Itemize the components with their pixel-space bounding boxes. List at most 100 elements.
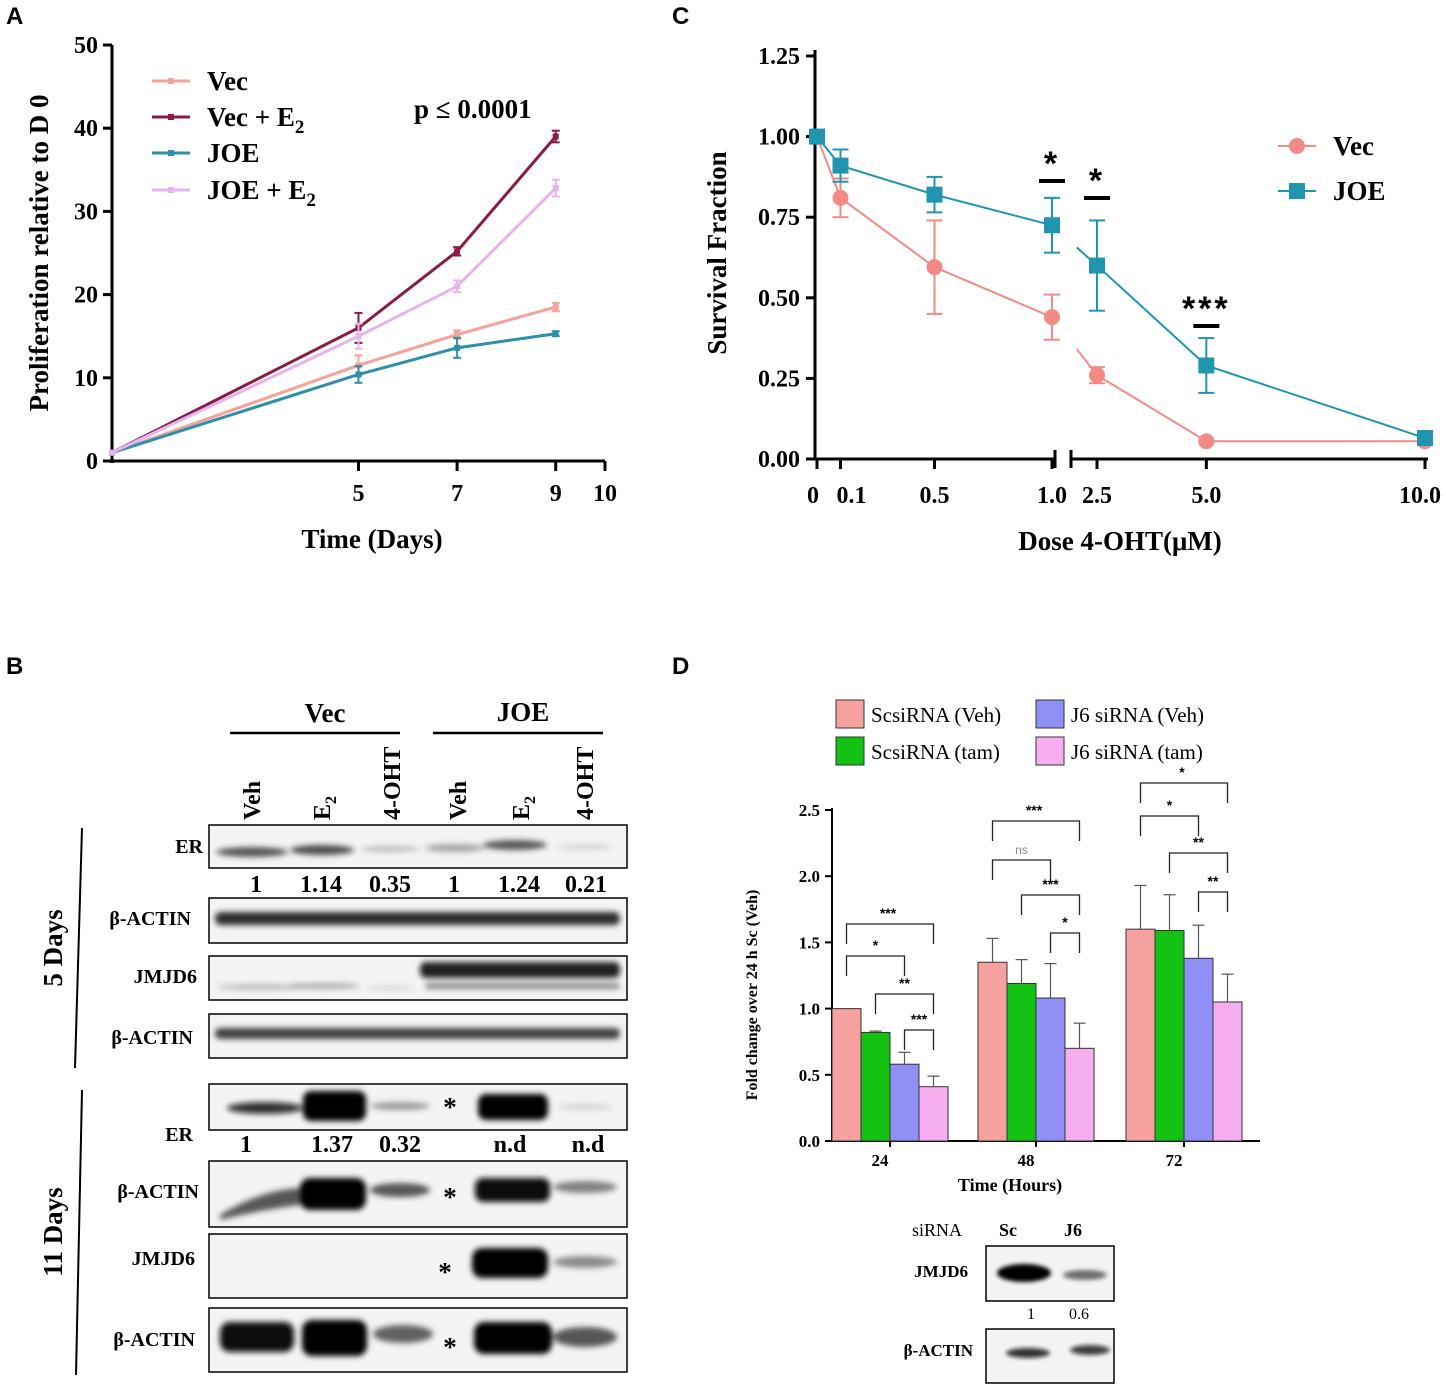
chart-c-series-line [816, 135, 1053, 227]
chart-d-legend-label: J6 siRNA (tam) [1071, 740, 1203, 764]
chart-d-x-title: Time (Hours) [958, 1175, 1062, 1196]
chart-d-sig-bracket [991, 859, 1052, 880]
chart-a-legend-label: Vec + E2 [207, 102, 304, 138]
blot-d-lane-sc: Sc [999, 1220, 1017, 1240]
chart-a-point [454, 331, 461, 338]
chart-c-sig-label: *** [1182, 290, 1231, 328]
blot-d-frame-actin [985, 1328, 1115, 1384]
chart-c-y-title: Survival Fraction [702, 151, 732, 354]
chart-d-sig-label: *** [911, 1011, 928, 1027]
chart-a-ytick-label: 40 [74, 116, 98, 142]
chart-d-sig-bracket [874, 993, 935, 1014]
panel-label-a: A [6, 3, 23, 30]
chart-d-y-title: Fold change over 24 h Sc (Veh) [744, 890, 761, 1101]
blot-b-lane-label: Veh [240, 781, 266, 820]
blot-b-er5-value: 1 [250, 872, 262, 898]
chart-a-legend-label: JOE + E2 [207, 175, 316, 211]
chart-d-sig-bracket [903, 1029, 935, 1050]
chart-c-point [832, 189, 849, 206]
chart-d-sig-label: * [1062, 914, 1068, 930]
blot-b-er5-value: 1 [448, 872, 460, 898]
blot-b-lane-label: 4-OHT [380, 747, 406, 820]
chart-a-annotation: p ≤ 0.0001 [414, 94, 532, 124]
blot-d-row-jmjd6: JMJD6 [914, 1262, 968, 1281]
chart-c-point [809, 128, 825, 145]
panel-label-c: C [672, 3, 689, 30]
chart-a-point [552, 330, 559, 337]
chart-c-ytick-label: 0.50 [758, 286, 800, 312]
chart-c-xtick-label: 0 [807, 483, 819, 509]
chart-d-bar [1183, 957, 1214, 1142]
chart-a-series-line [111, 332, 556, 455]
chart-d-sig-bracket [1197, 891, 1229, 912]
blot-b-er5-value: 0.21 [565, 872, 607, 898]
blot-b-er5-value: 0.35 [369, 872, 411, 898]
chart-a-point [355, 333, 362, 340]
chart-d-sig-label: *** [880, 905, 897, 921]
chart-a-xtick-label: 5 [353, 481, 365, 507]
chart-d-sig-label: ** [1193, 834, 1204, 850]
blot-b-row-actin1-11d: β-ACTIN [117, 1181, 199, 1203]
chart-a-y-title: Proliferation relative to D 0 [24, 95, 54, 412]
chart-d-sig-label: * [873, 937, 879, 953]
chart-d-legend-label: ScsiRNA (Veh) [871, 703, 1001, 727]
blot-d-row-actin: β-ACTIN [904, 1341, 974, 1360]
chart-c-legend-marker [1289, 138, 1305, 154]
blot-b-asterisk-jmjd6: * [438, 1257, 452, 1287]
chart-d-sig-bracket [1139, 815, 1200, 836]
chart-d-legend-swatch [835, 699, 865, 729]
chart-d-sig-bracket [845, 955, 906, 976]
chart-a-ytick-label: 0 [86, 449, 98, 475]
panel-label-b: B [6, 653, 23, 680]
blot-b-er11-value: n.d [494, 1132, 527, 1158]
chart-d-bar [1125, 928, 1156, 1142]
chart-c-series-line [1096, 374, 1425, 443]
blot-d-value-j6: 0.6 [1069, 1306, 1089, 1323]
chart-a-point [454, 283, 461, 290]
chart-c-legend-label: JOE [1333, 176, 1386, 206]
blot-b-row-jmjd6-5d: JMJD6 [134, 966, 197, 988]
chart-c-series-line [1096, 264, 1426, 439]
blot-b-lane-label: E2 [509, 796, 539, 820]
blot-b: Vec JOE Veh E2 4-OHT Veh E2 4-OHT 5 Days 11 D… [38, 697, 628, 1376]
chart-a-xtick-label: 9 [550, 481, 562, 507]
chart-d-bar [1212, 1001, 1243, 1142]
blot-b-bracket-11days [75, 1089, 83, 1376]
blot-b-row-er-11d: ER [165, 1124, 193, 1146]
chart-d-bar [1154, 929, 1185, 1142]
blot-b-frame-jmjd6-11d [208, 1233, 628, 1299]
chart-c-xtick-label: 0.1 [837, 483, 867, 509]
chart-a-x-title: Time (Days) [301, 524, 442, 554]
blot-b-lane-label: E2 [310, 796, 340, 820]
blot-b-er11-value: n.d [572, 1132, 605, 1158]
chart-c-point [926, 259, 943, 276]
chart-a-ytick-label: 30 [74, 199, 98, 225]
chart-a-legend-marker [168, 114, 174, 120]
chart-a-point [552, 304, 559, 311]
chart-c: 0.00 0.25 0.50 0.75 1.00 1.25 0 0.1 0.5 1.0 2.5 5.… [702, 44, 1441, 556]
chart-d-bar [860, 1031, 891, 1142]
chart-d-sig-bracket [1049, 932, 1081, 953]
blot-b-row-jmjd6-11d: JMJD6 [132, 1248, 195, 1270]
chart-a-point [454, 344, 461, 351]
chart-a-point [355, 371, 362, 378]
chart-d-bar [831, 1008, 862, 1142]
chart-c-ytick-label: 0.25 [758, 366, 800, 392]
blot-b-lane-label: Veh [446, 781, 472, 820]
chart-a-series-line [111, 135, 557, 455]
blot-b-er5-value: 1.14 [300, 872, 342, 898]
chart-a-legend-label: Vec [207, 66, 248, 96]
chart-c-series-line [816, 136, 1053, 319]
chart-d-sig-label: * [1179, 764, 1185, 780]
chart-d-bar [1035, 997, 1066, 1142]
chart-d-sig-bracket [1139, 782, 1229, 803]
chart-c-legend-label: Vec [1333, 131, 1374, 161]
chart-a-legend-marker [168, 78, 174, 84]
chart-d-ytick-label: 2.5 [799, 801, 820, 820]
chart-c-point [1089, 257, 1105, 274]
chart-a-point [552, 185, 559, 192]
blot-b-asterisk-actin1: * [443, 1182, 457, 1212]
chart-c-point [1198, 357, 1215, 374]
chart-d-sig-bracket [845, 923, 935, 944]
chart-d-bar [1064, 1047, 1095, 1142]
